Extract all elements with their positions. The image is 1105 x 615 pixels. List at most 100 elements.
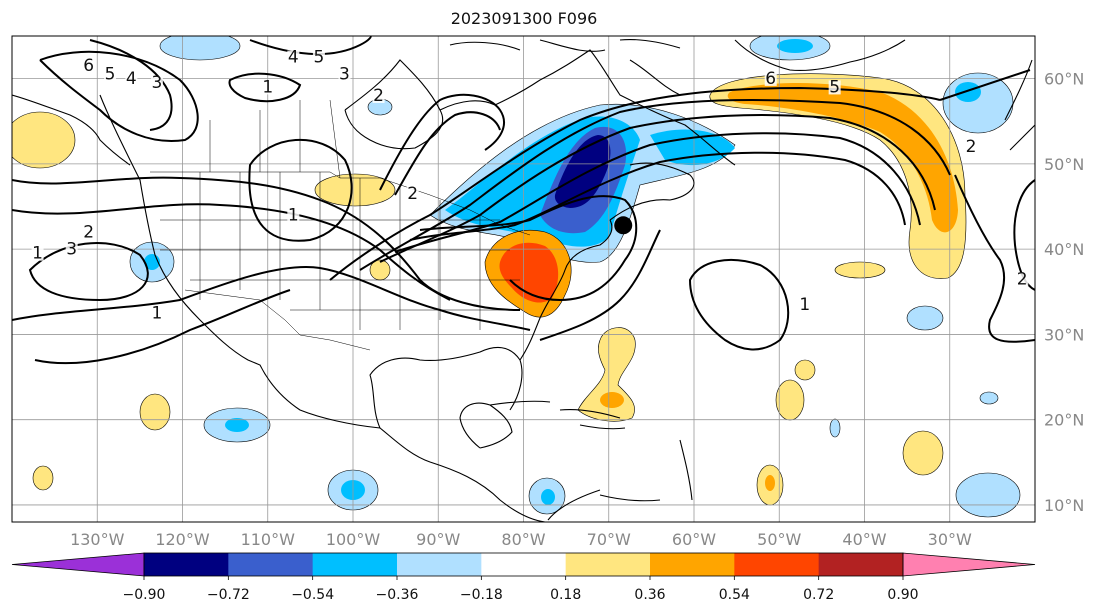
- graticule: [12, 36, 1035, 522]
- contour-label-bg: [764, 71, 777, 86]
- contour-label-bg: [338, 67, 351, 82]
- contour-label-bg: [150, 306, 163, 321]
- positive-patch-plains: [314, 173, 396, 207]
- longitude-tick-label: 130°W: [70, 530, 125, 549]
- latitude-tick-label: 50°N: [1044, 155, 1084, 174]
- us-mexico-border: [184, 289, 371, 351]
- contour-label-bg: [312, 50, 325, 65]
- contour-label-bg: [82, 59, 95, 74]
- storm-center-marker: [614, 216, 633, 235]
- contour-5: [34, 289, 291, 365]
- colorbar-tick-label: 0.90: [887, 587, 918, 603]
- colorbar-tick-label: 0.72: [803, 587, 834, 603]
- political-borders: [150, 99, 531, 351]
- contour-label: 1: [288, 205, 299, 225]
- contour-label: 1: [799, 295, 810, 315]
- longitude-tick-label: 100°W: [326, 530, 381, 549]
- latitude-tick-label: 30°N: [1044, 325, 1084, 344]
- contour-label: 2: [83, 222, 94, 242]
- canada-provinces: [209, 99, 341, 179]
- contour-2: [12, 203, 451, 301]
- contour-21: [939, 69, 1035, 343]
- contour-13: [379, 114, 936, 263]
- contour-4: [12, 266, 531, 331]
- negative-patch-pacific-a-core: [225, 418, 249, 432]
- contour-label: 4: [288, 48, 299, 68]
- colorbar-tick-label: −0.54: [291, 587, 334, 603]
- us-state-lines: [160, 172, 520, 330]
- contour-label: 1: [152, 303, 163, 323]
- contour-label: 3: [339, 65, 350, 85]
- positive-patch-baja: [32, 465, 54, 491]
- contour-label-bg: [406, 187, 419, 201]
- contour-20: [688, 259, 790, 351]
- contour-label-bg: [1016, 272, 1029, 287]
- colorbar-segment: [144, 553, 229, 576]
- longitude-tick-label: 120°W: [155, 530, 210, 549]
- negative-patch-arctic: [159, 36, 241, 61]
- contour-label: 1: [32, 244, 43, 264]
- positive-patch-azores: [834, 261, 886, 279]
- positive-patch-tropics-a: [775, 379, 805, 421]
- caribbean-islands: [489, 400, 693, 502]
- longitude-tick-label: 90°W: [416, 530, 460, 549]
- colorbar-tick-label: 0.18: [550, 587, 581, 603]
- contour-16: [419, 195, 638, 302]
- contour-label: 6: [765, 69, 776, 89]
- contour-label: 5: [105, 65, 116, 85]
- contour-label: 2: [966, 137, 977, 157]
- contour-12: [359, 98, 951, 271]
- contour-15: [409, 151, 906, 241]
- longitude-tick-label: 40°W: [842, 530, 886, 549]
- positive-patch-pacific: [139, 393, 171, 431]
- longitude-tick-label: 70°W: [587, 530, 631, 549]
- latitude-labels: 60°N 50°N 40°N 30°N 20°N 10°N: [1044, 70, 1084, 515]
- contour-14: [394, 132, 921, 253]
- contour-label: 4: [126, 69, 137, 89]
- us-canada-border: [150, 171, 531, 236]
- negative-anomaly-northeast: [650, 129, 735, 166]
- negative-patch-east-atlantic: [906, 305, 944, 331]
- contour-label-bg: [104, 67, 117, 82]
- contour-label: 3: [152, 73, 163, 93]
- colorbar-extend-low: [11, 552, 145, 577]
- colorbar-frame: [143, 552, 904, 577]
- negative-patch-central-america-core: [541, 489, 555, 505]
- contour-label-bg: [798, 297, 811, 312]
- contour-3: [28, 242, 149, 302]
- contour-label-bg: [287, 50, 300, 65]
- contour-label-bg: [82, 225, 95, 240]
- colorbar-segment: [818, 553, 904, 576]
- colorbar-tick-label: −0.72: [207, 587, 250, 603]
- positive-patch-caribbean-core: [600, 392, 624, 408]
- hudson-bay-coast: [344, 59, 443, 150]
- contour-label: 5: [829, 77, 840, 97]
- alaska-coast: [12, 94, 131, 166]
- map-title: 2023091300 F096: [450, 9, 598, 28]
- contour-label-bg: [65, 242, 78, 257]
- contour-label: 5: [313, 48, 324, 68]
- colorbar-segment: [734, 553, 820, 576]
- arctic-islands: [449, 38, 681, 96]
- longitude-labels: 130°W 120°W 110°W 100°W 90°W 80°W 70°W 60°W 50°W…: [70, 530, 972, 549]
- positive-patch-tropics-c: [902, 430, 944, 476]
- negative-patch-iceland-core: [955, 82, 981, 102]
- contour-7: [39, 50, 199, 142]
- contour-label-bg: [372, 88, 385, 103]
- colorbar-segment: [481, 553, 567, 576]
- negative-patch-small-a: [829, 418, 841, 438]
- colorbar-segment: [228, 553, 314, 576]
- colorbar-tick-label: 0.36: [634, 587, 665, 603]
- positive-anomaly-coast-core: [499, 242, 559, 303]
- contour-label-bg: [261, 80, 274, 95]
- negative-patch-greenland-core: [777, 39, 813, 53]
- map-frame: [11, 35, 1036, 523]
- contour-8: [89, 39, 173, 131]
- positive-patch-northwest: [12, 111, 76, 169]
- contour-label-bg: [965, 140, 978, 155]
- latitude-tick-label: 60°N: [1044, 70, 1084, 89]
- contour-18: [394, 111, 501, 196]
- negative-patch-tropics: [955, 472, 1021, 518]
